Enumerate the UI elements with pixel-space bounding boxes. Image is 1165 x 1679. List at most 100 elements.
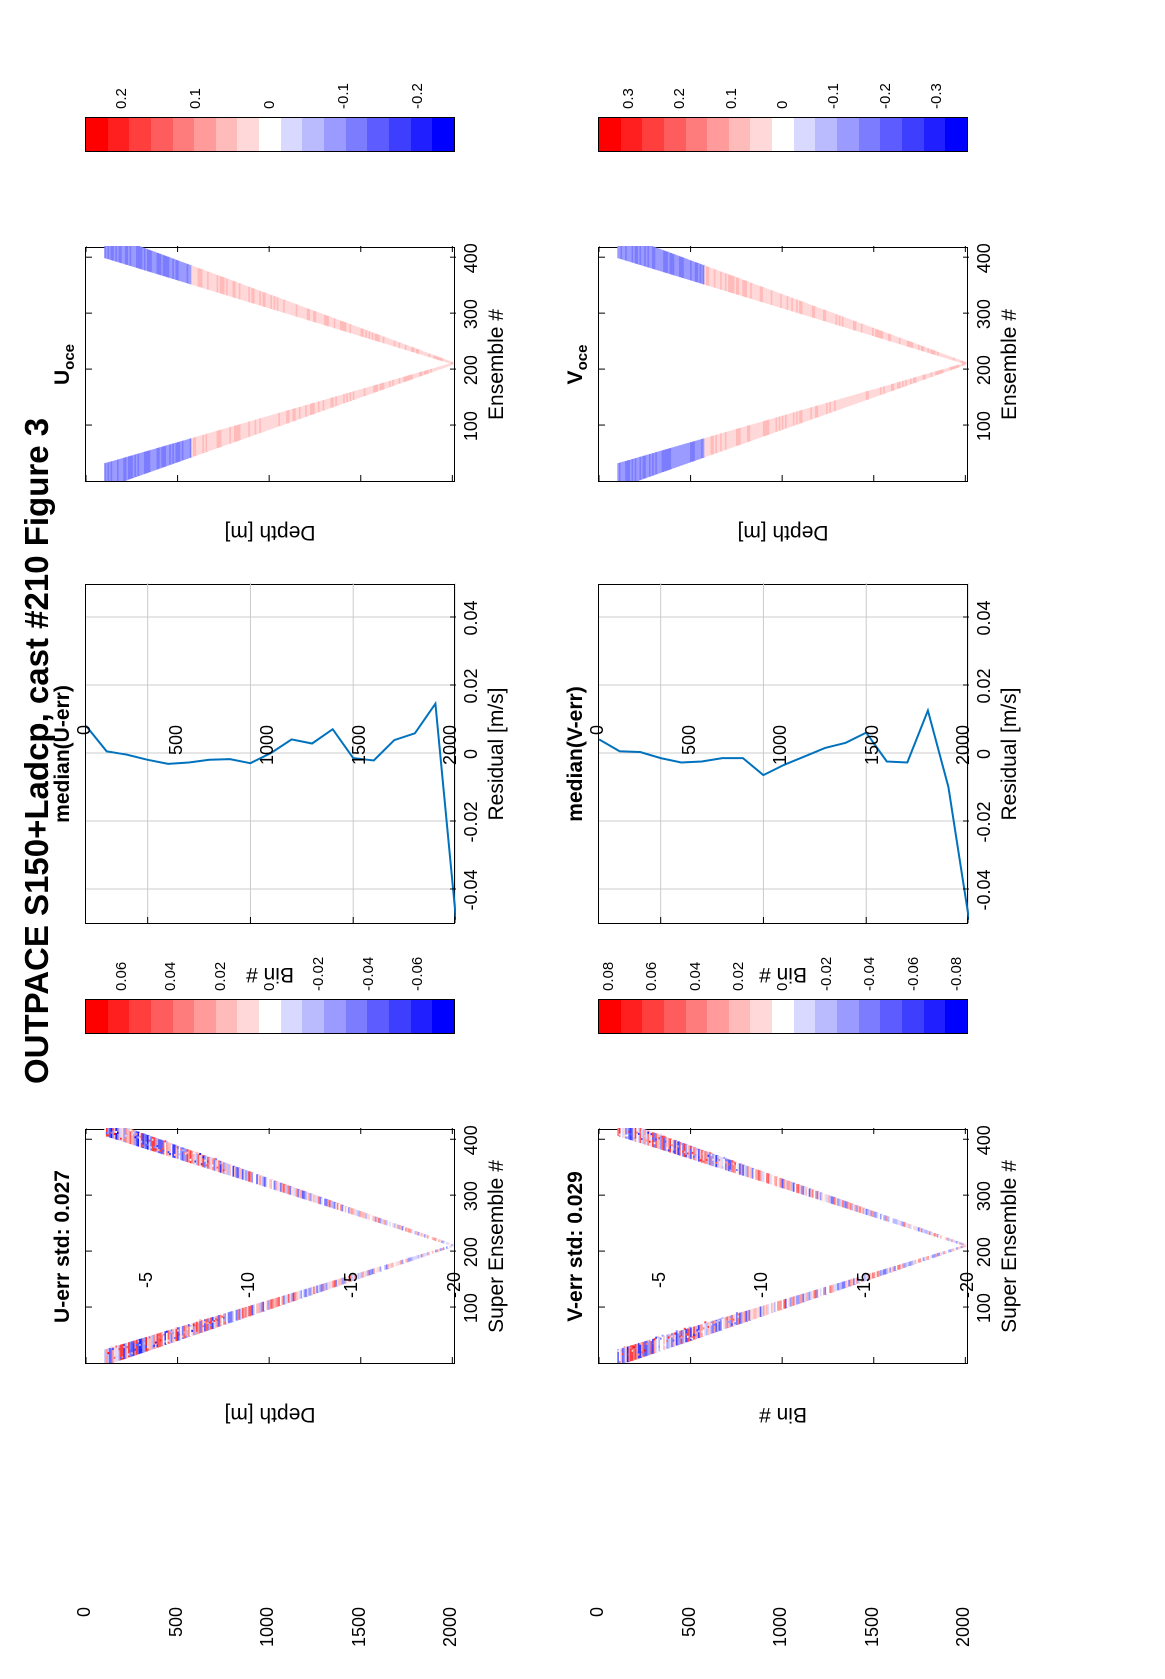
x-tick-label: 0 — [974, 748, 994, 760]
profile-cell — [663, 1343, 666, 1346]
panel-title-subscript: oce — [574, 344, 592, 371]
colorbar-tick-label: -0.2 — [409, 83, 426, 109]
profile-cell — [732, 1318, 735, 1321]
profile-cell — [707, 1154, 710, 1157]
profile-cell — [663, 1135, 666, 1138]
profile-cell — [705, 1326, 708, 1329]
profile-cell — [117, 1355, 119, 1358]
profile-cell — [683, 1151, 686, 1154]
profile-cell — [658, 1345, 661, 1348]
colorbar-swatch — [707, 1000, 729, 1033]
profile-cell — [105, 1132, 108, 1135]
profile-cell — [105, 1353, 108, 1356]
profile-cell — [652, 1342, 655, 1345]
profile-cell — [688, 1326, 691, 1329]
y-tick-label: 500 — [678, 1607, 699, 1638]
profile-cell — [145, 1345, 148, 1348]
profile-cell — [191, 1329, 194, 1332]
colorbar-swatch — [685, 1000, 708, 1033]
colorbar-swatch — [280, 1000, 303, 1033]
profile-cell — [690, 1337, 693, 1340]
profile-cell — [709, 1151, 712, 1154]
profile-cell — [204, 1159, 206, 1162]
colorbar-swatch — [237, 1000, 260, 1033]
profile-cell — [682, 1150, 685, 1153]
plot-svg — [599, 583, 969, 923]
profile-cell — [688, 1155, 691, 1158]
profile-cell — [628, 1130, 631, 1133]
colorbar-swatch — [620, 1000, 643, 1033]
profile-cell — [120, 1137, 123, 1140]
colorbar-swatch — [663, 118, 686, 151]
profile-cell — [200, 1163, 203, 1166]
profile-cell — [699, 1331, 702, 1334]
profile-cell — [167, 1339, 170, 1342]
profile-cell — [685, 1333, 688, 1336]
profile-cell — [215, 1158, 218, 1161]
colorbar-swatch — [772, 1000, 794, 1033]
colorbar-swatch — [728, 1000, 751, 1033]
profile-cell — [718, 1159, 721, 1162]
y-tick-label: -20 — [957, 1272, 977, 1299]
colorbar-swatch — [685, 118, 708, 151]
colorbar-swatch — [599, 118, 621, 151]
profile-cell — [145, 1141, 148, 1144]
profile-cell — [216, 1166, 219, 1169]
profile-cell — [645, 1139, 648, 1142]
y-tick-label: 0 — [74, 1607, 94, 1618]
x-tick-label: 200 — [974, 1237, 994, 1268]
colorbar-swatch — [923, 118, 946, 151]
profile-cell — [224, 1322, 227, 1324]
colorbar-tick-label: 0.06 — [113, 961, 130, 991]
profile-cell — [132, 1340, 135, 1343]
profile-cell — [737, 1315, 740, 1318]
colorbar-tick-label: 0.04 — [162, 961, 180, 991]
profile-cell — [137, 1136, 140, 1139]
profile-cell — [661, 1135, 664, 1138]
profile-cell — [219, 1315, 222, 1318]
profile-cell — [661, 1334, 664, 1337]
profile-cell — [142, 1144, 145, 1147]
profile-cell — [110, 1131, 113, 1134]
profile-cell — [667, 1149, 670, 1152]
x-tick-label: 300 — [974, 299, 994, 330]
panel-title-text: U-err std: 0.027 — [51, 1170, 74, 1323]
profile-cell — [658, 1137, 661, 1140]
profile-cell — [128, 1128, 130, 1130]
profile-cell — [674, 1148, 677, 1150]
profile-cell — [633, 1346, 636, 1349]
profile-cell — [726, 1159, 729, 1162]
profile-cell — [107, 1352, 110, 1355]
colorbar-swatch — [642, 1000, 664, 1033]
profile-cell — [731, 1323, 734, 1326]
profile-cell — [197, 1152, 200, 1155]
profile-cell — [194, 1325, 197, 1328]
profile-cell — [158, 1149, 161, 1152]
colorbar — [85, 117, 455, 152]
y-tick-label: 1500 — [348, 725, 369, 766]
profile-cell — [181, 1149, 184, 1152]
profile-cell — [221, 1315, 224, 1318]
plot-svg — [599, 246, 969, 481]
profile-cell — [644, 1135, 647, 1138]
profile-cell — [671, 1144, 674, 1147]
colorbar-tick-label: 0.08 — [599, 961, 617, 991]
y-axis-label: Bin # — [759, 1403, 807, 1426]
profile-cell — [642, 1140, 645, 1143]
profile-cell — [723, 1156, 726, 1159]
profile-cell — [699, 1159, 702, 1162]
profile-cell — [728, 1163, 731, 1166]
panel-title: median(V-err) — [564, 686, 588, 821]
profile-cell — [173, 1153, 176, 1156]
colorbar-swatch — [880, 1000, 902, 1033]
x-tick-label: 200 — [461, 355, 481, 386]
profile-cell — [143, 1146, 146, 1149]
y-tick-label: -5 — [135, 1272, 156, 1289]
y-tick-label: 0 — [587, 725, 607, 736]
profile-cell — [167, 1151, 170, 1154]
colorbar-tick-label: 0.3 — [619, 88, 637, 109]
colorbar-swatch — [150, 118, 173, 151]
profile-cell — [183, 1331, 186, 1334]
profile-cell — [129, 1349, 132, 1352]
